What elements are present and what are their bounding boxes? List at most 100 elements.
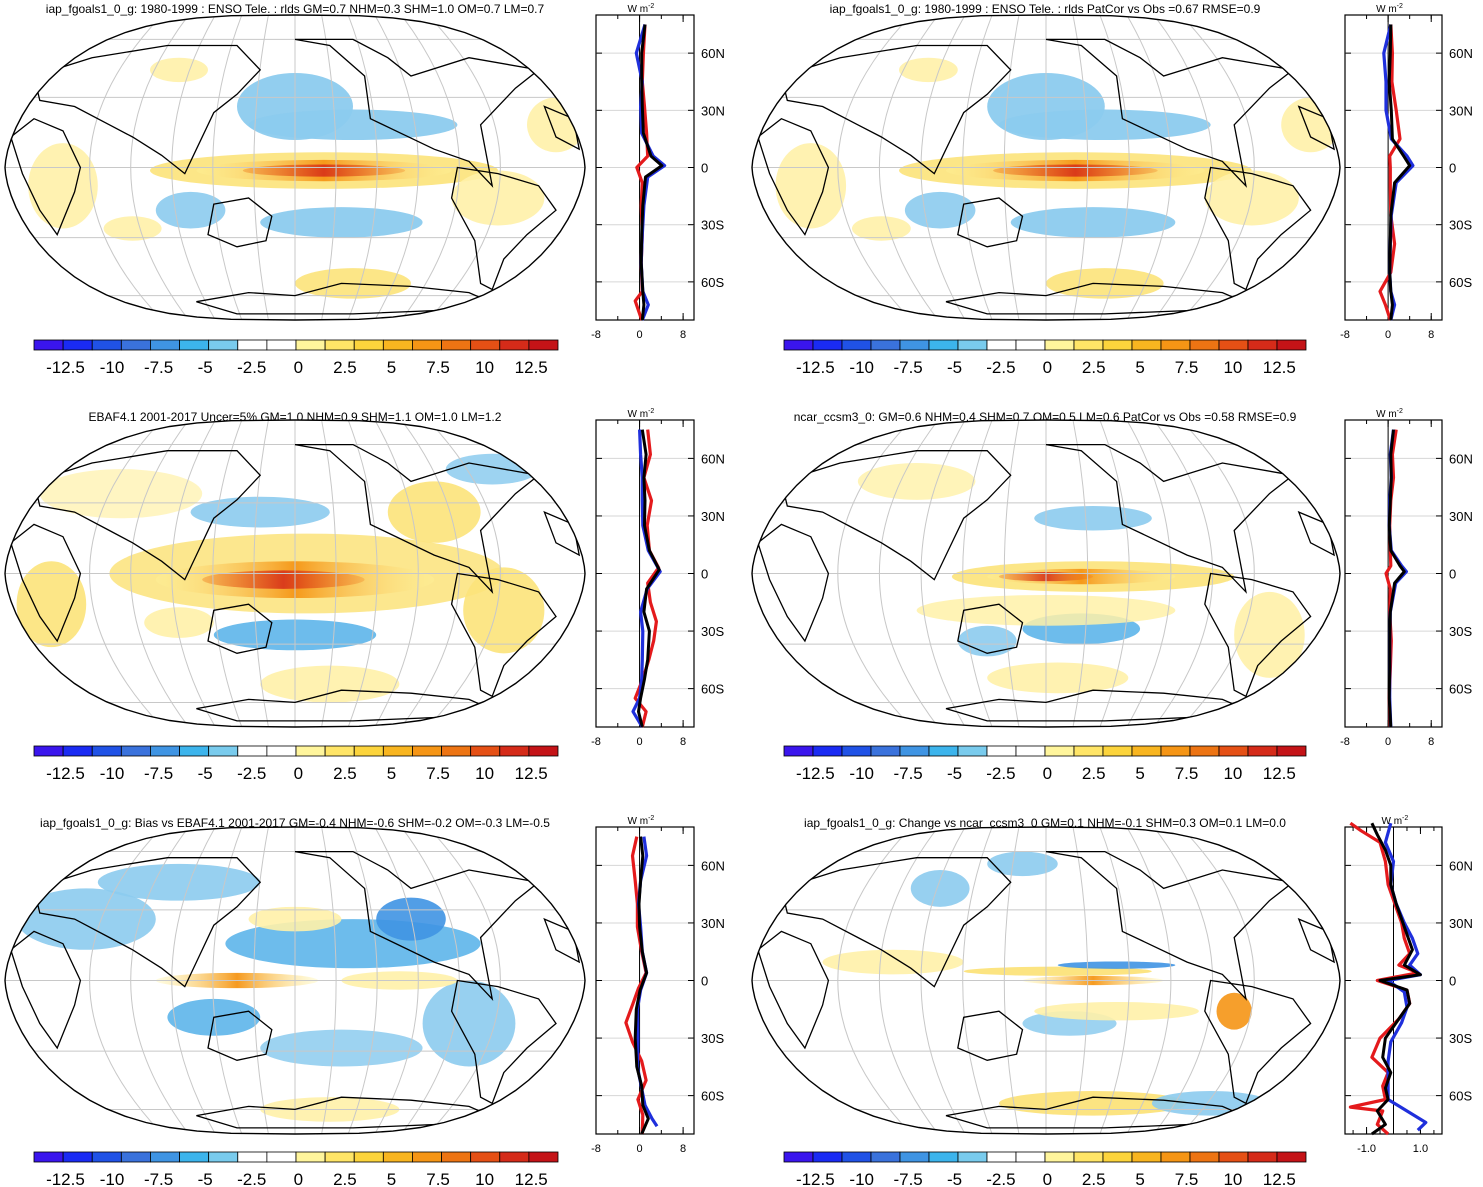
colorbar-swatch <box>470 1151 501 1163</box>
map-panel-3 <box>4 419 586 728</box>
colorbar-swatch <box>33 745 64 757</box>
negative-anomaly-patch <box>1034 505 1152 531</box>
profile-unit-label: W m-2 <box>1376 3 1403 15</box>
colorbar-swatch <box>528 745 559 757</box>
negative-anomaly-patch <box>248 109 458 141</box>
colorbar-swatch <box>957 339 988 351</box>
colorbar-swatch <box>120 339 151 351</box>
colorbar-swatch <box>208 339 239 351</box>
colorbar-swatch <box>62 1151 93 1163</box>
profile-line-all <box>639 24 664 321</box>
anomaly-patch <box>28 143 98 229</box>
anomaly-patch <box>857 462 976 500</box>
profile-y-tick-label: 60S <box>1449 1089 1472 1104</box>
profile-line-all <box>637 429 661 728</box>
profile-unit-label: W m-2 <box>628 3 655 15</box>
colorbar-label: 12.5 <box>515 1170 548 1187</box>
colorbar-label: 5 <box>387 764 396 783</box>
colorbar-swatch <box>1102 339 1133 351</box>
profile-y-tick-label: 30S <box>1449 1031 1472 1046</box>
colorbar-label: -2.5 <box>986 764 1015 783</box>
colorbar-swatch <box>1160 745 1191 757</box>
map-field <box>5 827 585 1134</box>
colorbar-swatch <box>1102 1151 1133 1163</box>
colorbar-swatch <box>150 745 180 757</box>
anomaly-patch <box>103 216 162 241</box>
colorbar-label: -7.5 <box>893 1170 922 1187</box>
profile-y-tick-label: 30S <box>1449 218 1472 233</box>
colorbar-swatch <box>150 339 180 351</box>
colorbar-label: 2.5 <box>333 1170 357 1187</box>
zonal-profile-6: -1.0 1.0 60N 30N 0 30S 60S W m-2 <box>1344 815 1473 1155</box>
negative-anomaly-patch <box>1010 207 1176 238</box>
negative-anomaly-patch <box>998 109 1211 141</box>
negative-anomaly-patch <box>260 1029 423 1067</box>
colorbar-swatch <box>382 1151 413 1163</box>
colorbar-swatch <box>1218 1151 1249 1163</box>
colorbar-swatch <box>499 745 530 757</box>
colorbar-label: -2.5 <box>237 1170 266 1187</box>
colorbar-swatch <box>1247 1151 1278 1163</box>
profile-y-tick-label: 30S <box>701 1031 724 1046</box>
anomaly-patch <box>16 561 87 648</box>
colorbar-swatch <box>324 745 355 757</box>
colorbar-label: -5 <box>947 358 962 377</box>
colorbar-swatch <box>1247 339 1278 351</box>
colorbar-swatch <box>1131 745 1162 757</box>
profile-y-tick-label: 0 <box>1449 161 1456 176</box>
colorbar-swatch <box>150 1151 180 1163</box>
map-field <box>5 420 585 727</box>
negative-anomaly-patch <box>155 191 226 229</box>
profile-x-tick-label: -8 <box>591 736 601 748</box>
colorbar-swatch <box>91 1151 122 1163</box>
colorbar-swatch <box>1044 745 1075 757</box>
colorbar-swatch <box>1073 1151 1104 1163</box>
coastlines <box>10 850 581 1129</box>
colorbar-label: -7.5 <box>144 764 173 783</box>
map-field <box>752 827 1340 1134</box>
profile-x-tick-label: -1.0 <box>1357 1143 1376 1155</box>
profile-y-tick-label: 30N <box>701 509 725 524</box>
colorbar-6: -12.5 -10 -7.5 -5 -2.5 0 2.5 5 7.5 10 12.5 <box>783 1151 1307 1187</box>
anomaly-patch <box>899 57 958 83</box>
colorbar-swatch <box>353 745 384 757</box>
anomaly-patch <box>1034 1001 1199 1021</box>
colorbar-label: -2.5 <box>237 764 266 783</box>
profile-y-tick-label: 60S <box>701 275 724 290</box>
map-panel-5 <box>4 826 586 1135</box>
profile-y-tick-label: 0 <box>701 974 708 989</box>
colorbar-label: 7.5 <box>426 1170 450 1187</box>
profile-y-tick-label: 0 <box>1449 974 1456 989</box>
colorbar-swatch <box>62 339 93 351</box>
colorbar-swatch <box>928 339 959 351</box>
panel-title: EBAF4.1 2001-2017 Uncer=5% GM=1.0 NHM=0.… <box>89 410 502 424</box>
coastlines <box>10 443 581 722</box>
profile-x-tick-label: 8 <box>680 736 686 748</box>
colorbar-swatch <box>528 1151 559 1163</box>
colorbar-swatch <box>382 339 413 351</box>
colorbar-swatch <box>986 1151 1017 1163</box>
anomaly-patch <box>39 469 203 519</box>
colorbar-1: -12.5 -10 -7.5 -5 -2.5 0 2.5 5 7.5 10 12.5 <box>33 339 559 377</box>
colorbar-swatch <box>324 339 355 351</box>
colorbar-swatch <box>324 1151 355 1163</box>
colorbar-label: -12.5 <box>46 358 85 377</box>
coastlines <box>10 38 581 315</box>
colorbar-swatch <box>33 339 64 351</box>
map-panel-2 <box>751 14 1341 321</box>
anomaly-patch <box>463 567 545 654</box>
colorbar-swatch <box>382 745 413 757</box>
map-panel-4 <box>751 419 1341 728</box>
colorbar-label: -2.5 <box>986 358 1015 377</box>
profile-y-tick-label: 30N <box>1449 916 1473 931</box>
colorbar-swatch <box>91 745 122 757</box>
colorbar-label: -5 <box>198 358 213 377</box>
negative-anomaly-patch <box>97 863 261 901</box>
anomaly-patch <box>242 164 406 177</box>
map-border <box>751 419 1341 728</box>
colorbar-label: 2.5 <box>333 764 357 783</box>
anomaly-patch <box>822 949 964 975</box>
colorbar-swatch <box>412 745 442 757</box>
colorbar-swatch <box>528 339 559 351</box>
profile-y-tick-label: 60N <box>701 46 725 61</box>
